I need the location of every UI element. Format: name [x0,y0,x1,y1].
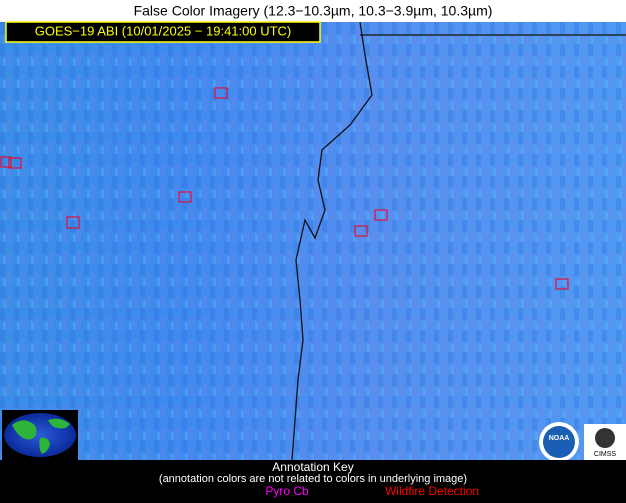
logo-disc [543,426,575,458]
annotation-key-note: (annotation colors are not related to co… [159,473,467,485]
detection-box [178,191,192,203]
cimss-logo: CIMSS [584,424,626,460]
detection-box [0,156,12,168]
annotation-key-bar [0,460,626,503]
logo-text: CIMSS [594,451,617,458]
image-label: GOES−19 ABI (10/01/2025 − 19:41:00 UTC) [35,23,292,38]
detection-box [8,157,22,169]
annotation-key-title: Annotation Key [272,460,353,474]
noaa-logo: NOAA [539,422,579,462]
key-pyrocb: Pyro Cb [265,484,309,498]
detection-box [214,87,228,99]
detection-box [354,225,368,237]
imagery-texture [0,22,626,460]
logo-figure [595,428,615,448]
detections [0,87,569,290]
logo-text: NOAA [549,435,570,442]
title: False Color Imagery (12.3−10.3µm, 10.3−3… [134,3,493,19]
globe [4,413,76,457]
detection-box [555,278,569,290]
continents [12,418,70,454]
detection-box [66,216,80,229]
key-wildfire: Wildfire Detection [385,484,479,498]
image-label-box [5,21,321,43]
boundary-line [291,21,373,461]
detection-box [374,209,388,221]
globe-inset [2,410,78,460]
title-bar [0,0,626,22]
